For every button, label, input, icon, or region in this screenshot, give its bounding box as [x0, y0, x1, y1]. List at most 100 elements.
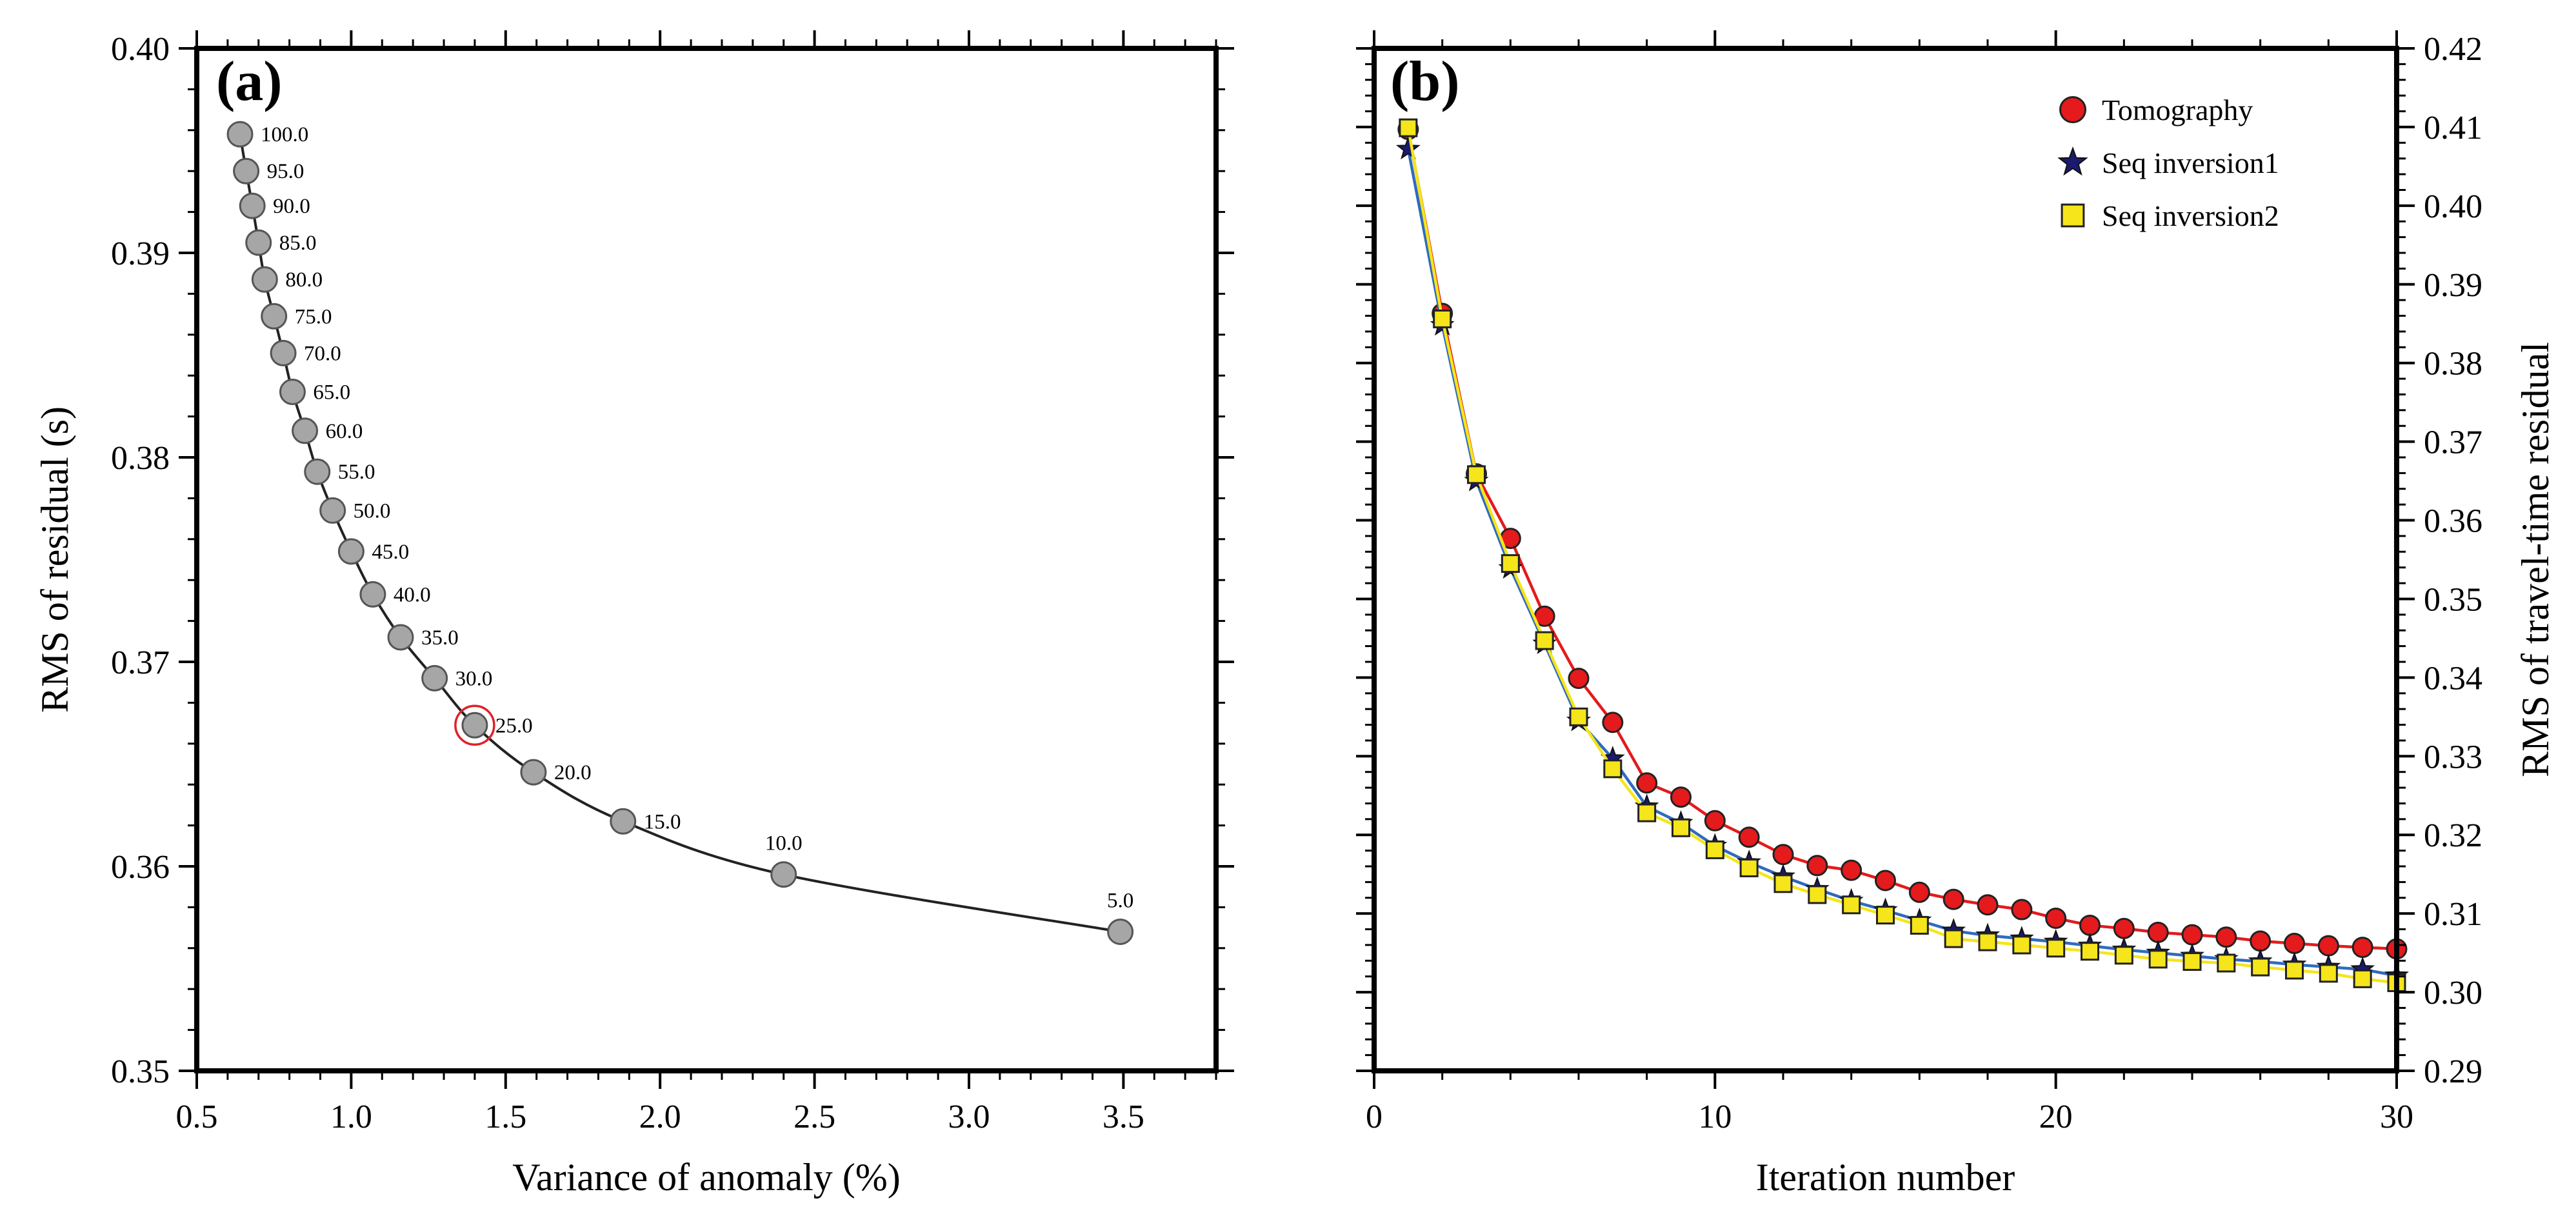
panel-b-x-tick-label: 0 — [1366, 1099, 1383, 1135]
l-curve-label-40-0: 40.0 — [394, 583, 431, 606]
legend-label-tomography: Tomography — [2102, 94, 2253, 126]
panel-a-x-tick-label: 2.5 — [794, 1099, 835, 1135]
panel-b-y-tick-label: 0.36 — [2424, 503, 2482, 540]
legend-marker-seq-inversion2 — [2061, 203, 2085, 228]
panel-b-x-tick-label: 30 — [2380, 1099, 2413, 1135]
panel-b-ticks: 0 10 20 30 0.29 0.30 0.31 0.32 0.33 0.34 0.35 0.36 0… — [1356, 30, 2482, 1135]
l-curve-label-15-0: 15.0 — [644, 810, 681, 833]
point-seq-inversion2-iter-29 — [2353, 969, 2372, 988]
point-seq-inversion2-iter-6 — [1569, 707, 1588, 726]
l-curve-label-25-0: 25.0 — [495, 714, 533, 737]
panel-a-x-tick-label: 3.0 — [948, 1099, 990, 1135]
point-seq-inversion2-iter-1 — [1399, 118, 1418, 137]
l-curve-point-100-0 — [226, 121, 254, 148]
point-seq-inversion2-iter-2 — [1433, 309, 1452, 328]
l-curve-label-90-0: 90.0 — [273, 195, 310, 218]
l-curve-label-70-0: 70.0 — [304, 342, 341, 365]
l-curve-label-5-0: 5.0 — [1107, 889, 1133, 912]
point-tomography-iter-19 — [2011, 899, 2033, 921]
point-seq-inversion2-iter-25 — [2217, 953, 2236, 973]
point-seq-inversion2-iter-15 — [1876, 906, 1895, 925]
l-curve-label-75-0: 75.0 — [295, 305, 332, 328]
panel-a-data-layer: 100.0 95.0 90.0 85.0 80.0 75.0 70.0 65.0 60.0 55.… — [226, 121, 1133, 945]
panel-a-y-tick-label: 0.37 — [111, 644, 170, 681]
l-curve-point-25-0 — [461, 712, 488, 739]
point-seq-inversion2-iter-28 — [2319, 964, 2338, 983]
panel-a-y-axis-label: RMS of residual (s) — [34, 406, 76, 713]
l-curve-point-65-0 — [279, 379, 306, 406]
point-seq-inversion2-iter-23 — [2148, 950, 2168, 969]
point-tomography-iter-15 — [1875, 870, 1896, 891]
point-tomography-iter-12 — [1772, 844, 1794, 866]
l-curve-label-20-0: 20.0 — [554, 761, 592, 784]
l-curve-point-95-0 — [233, 157, 260, 184]
panel-a-x-tick-label: 1.5 — [484, 1099, 526, 1135]
panel-a-x-tick-label: 2.0 — [639, 1099, 681, 1135]
point-tomography-iter-27 — [2284, 932, 2305, 954]
point-tomography-iter-14 — [1841, 859, 1862, 881]
point-tomography-iter-20 — [2045, 907, 2067, 929]
point-seq-inversion2-iter-19 — [2012, 935, 2032, 955]
panel-b-legend: Tomography Seq inversion1 Seq inversion2 — [2057, 94, 2279, 232]
point-tomography-iter-9 — [1670, 786, 1692, 808]
point-seq-inversion2-iter-7 — [1603, 759, 1622, 779]
l-curve-label-100-0: 100.0 — [261, 123, 308, 146]
panel-b-y-tick-label: 0.33 — [2424, 739, 2482, 775]
point-tomography-iter-17 — [1942, 888, 1964, 910]
point-seq-inversion2-iter-9 — [1672, 818, 1690, 837]
legend-label-seq-inversion2: Seq inversion2 — [2102, 199, 2279, 232]
l-curve-point-60-0 — [292, 417, 319, 444]
point-seq-inversion2-iter-21 — [2081, 942, 2099, 961]
point-tomography-iter-28 — [2317, 935, 2339, 957]
l-curve-point-40-0 — [359, 581, 386, 608]
point-seq-inversion2-iter-26 — [2251, 957, 2270, 977]
point-tomography-iter-10 — [1704, 810, 1726, 832]
highlight-ring — [454, 704, 495, 746]
point-tomography-iter-16 — [1908, 881, 1930, 903]
panel-b-y-tick-label: 0.39 — [2424, 267, 2482, 304]
l-curve-point-90-0 — [239, 192, 266, 219]
l-curve-point-50-0 — [319, 497, 346, 524]
point-tomography-iter-8 — [1636, 772, 1658, 794]
panel-b-x-tick-label: 20 — [2039, 1099, 2073, 1135]
l-curve-point-45-0 — [337, 538, 364, 565]
panel-a-label: (a) — [216, 50, 283, 113]
panel-a-x-tick-label: 0.5 — [176, 1099, 218, 1135]
l-curve-label-55-0: 55.0 — [338, 461, 375, 484]
panel-a-y-tick-label: 0.38 — [111, 440, 170, 477]
l-curve-label-50-0: 50.0 — [354, 499, 391, 523]
l-curve-point-55-0 — [304, 458, 331, 485]
panel-b-y-tick-label: 0.35 — [2424, 581, 2482, 618]
l-curve-label-10-0: 10.0 — [765, 832, 803, 855]
panel-a-x-tick-label: 1.0 — [330, 1099, 372, 1135]
point-tomography-iter-25 — [2215, 926, 2237, 948]
l-curve-point-70-0 — [270, 339, 297, 366]
l-curve-label-80-0: 80.0 — [285, 268, 323, 292]
panel-b-x-axis-label: Iteration number — [1756, 1156, 2015, 1199]
point-tomography-iter-11 — [1738, 826, 1760, 848]
panel-b-y-axis-label: RMS of travel-time residual — [2514, 342, 2557, 777]
panel-b-y-tick-label: 0.38 — [2424, 346, 2482, 383]
point-seq-inversion2-iter-22 — [2114, 946, 2133, 965]
panel-b-y-tick-label: 0.41 — [2424, 110, 2482, 146]
point-seq-inversion2-iter-8 — [1637, 803, 1657, 822]
point-seq-inversion2-iter-10 — [1705, 840, 1724, 859]
l-curve-label-65-0: 65.0 — [313, 381, 350, 404]
legend-marker-shape-seq-inversion2 — [2061, 203, 2085, 228]
point-seq-inversion2-iter-11 — [1739, 858, 1759, 877]
l-curve-label-60-0: 60.0 — [326, 420, 363, 443]
point-tomography-iter-6 — [1568, 668, 1590, 690]
panel-a: 100.0 95.0 90.0 85.0 80.0 75.0 70.0 65.0 60.0 55.… — [34, 30, 1234, 1199]
point-tomography-iter-29 — [2351, 937, 2373, 959]
point-seq-inversion2-iter-17 — [1944, 929, 1963, 948]
panel-b-y-tick-label: 0.30 — [2424, 975, 2482, 1011]
panel-b-x-tick-label: 10 — [1698, 1099, 1732, 1135]
panel-b-y-tick-label: 0.42 — [2424, 31, 2482, 68]
point-seq-inversion2-iter-4 — [1501, 554, 1520, 573]
legend-label-seq-inversion1: Seq inversion1 — [2102, 146, 2279, 179]
panel-b-y-tick-label: 0.40 — [2424, 188, 2482, 225]
l-curve-point-85-0 — [245, 229, 272, 256]
panel-a-y-tick-label: 0.36 — [111, 849, 170, 886]
l-curve-label-30-0: 30.0 — [455, 667, 493, 690]
